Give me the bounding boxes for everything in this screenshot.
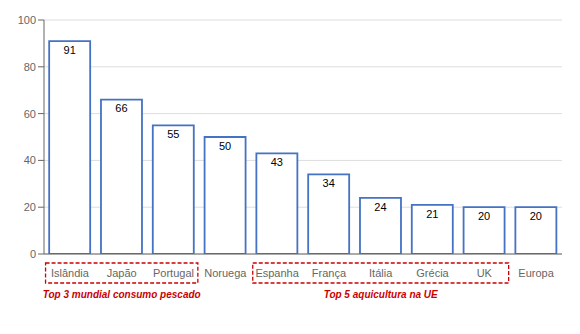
svg-text:50: 50 (219, 140, 231, 152)
svg-text:Japão: Japão (107, 267, 137, 279)
svg-text:Top 3 mundial consumo pescado: Top 3 mundial consumo pescado (43, 289, 201, 300)
svg-text:60: 60 (24, 108, 36, 120)
svg-text:100: 100 (18, 14, 36, 26)
svg-text:21: 21 (426, 208, 438, 220)
svg-text:Europa: Europa (518, 267, 554, 279)
svg-text:UK: UK (477, 267, 493, 279)
svg-text:Itália: Itália (369, 267, 393, 279)
svg-text:20: 20 (478, 210, 490, 222)
svg-text:66: 66 (115, 102, 127, 114)
svg-text:0: 0 (30, 248, 36, 260)
svg-text:40: 40 (24, 154, 36, 166)
svg-text:Espanha: Espanha (255, 267, 299, 279)
svg-text:55: 55 (167, 128, 179, 140)
svg-text:Noruega: Noruega (204, 267, 247, 279)
svg-text:20: 20 (24, 201, 36, 213)
svg-text:Portugal: Portugal (153, 267, 194, 279)
svg-text:Grécia: Grécia (416, 267, 449, 279)
svg-text:20: 20 (530, 210, 542, 222)
svg-text:Top 5 aquicultura na UE: Top 5 aquicultura na UE (324, 289, 438, 300)
svg-text:43: 43 (271, 156, 283, 168)
svg-text:França: França (312, 267, 347, 279)
svg-text:Islândia: Islândia (51, 267, 90, 279)
svg-text:91: 91 (64, 44, 76, 56)
svg-text:34: 34 (323, 177, 335, 189)
svg-text:24: 24 (374, 201, 386, 213)
svg-text:80: 80 (24, 61, 36, 73)
